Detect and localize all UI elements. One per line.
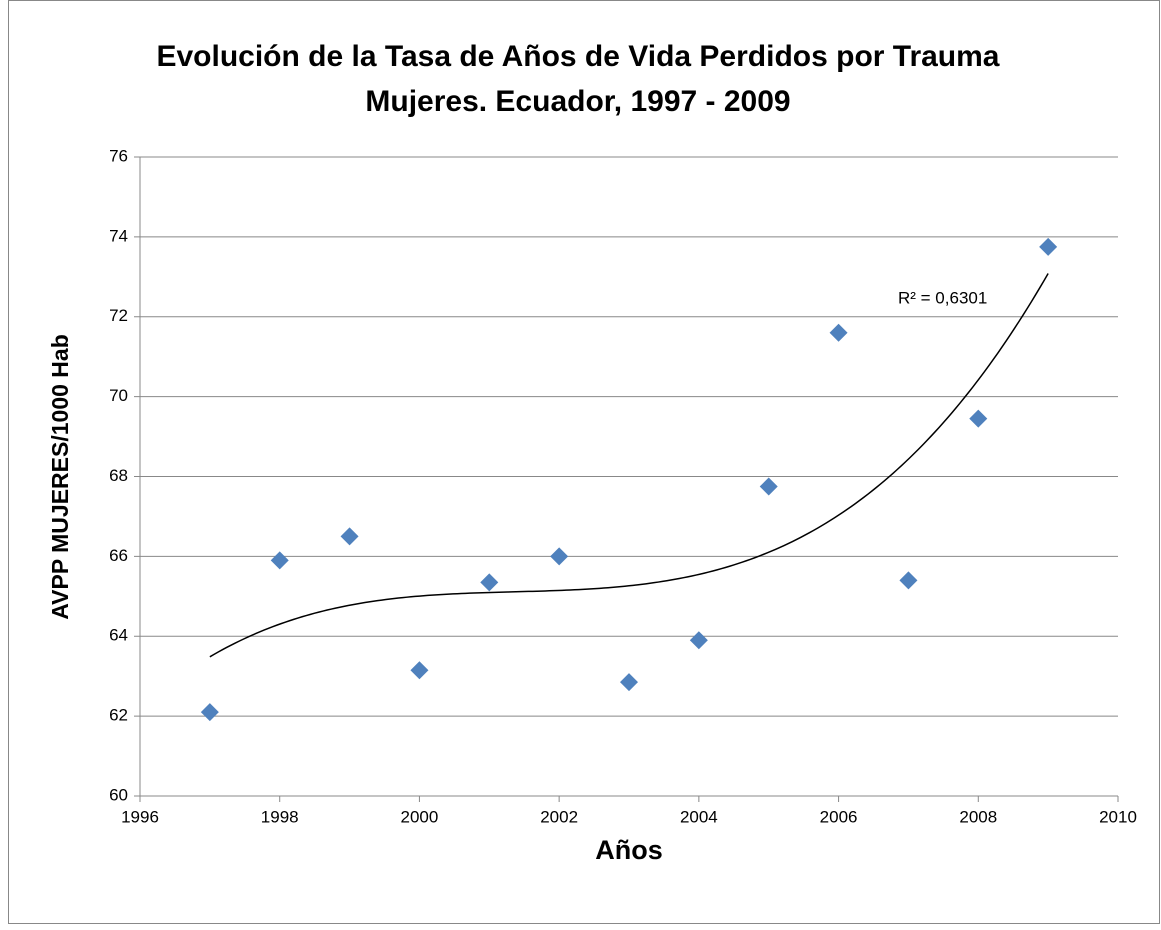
chart-title: Mujeres. Ecuador, 1997 - 2009	[365, 85, 790, 118]
point	[1039, 237, 1058, 256]
point	[759, 477, 778, 496]
point	[480, 573, 499, 592]
y-tick-label: 60	[109, 785, 128, 804]
y-tick-label: 64	[109, 626, 128, 645]
y-tick-label: 76	[109, 146, 128, 165]
point	[410, 661, 429, 680]
x-tick-label: 2010	[1099, 807, 1137, 826]
point	[270, 551, 289, 570]
y-tick-label: 74	[109, 226, 128, 245]
point	[899, 571, 918, 590]
y-tick-label: 72	[109, 306, 128, 325]
trendline	[209, 273, 1049, 658]
point	[200, 703, 219, 722]
x-axis-title: Años	[595, 835, 663, 865]
point	[340, 527, 359, 546]
x-tick-label: 2006	[820, 807, 858, 826]
chart-frame	[8, 0, 1160, 924]
point	[689, 631, 708, 650]
y-tick-label: 68	[109, 466, 128, 485]
y-tick-label: 66	[109, 546, 128, 565]
x-tick-label: 2008	[959, 807, 997, 826]
point	[969, 409, 988, 428]
point	[829, 323, 848, 342]
y-tick-label: 70	[109, 386, 128, 405]
r-squared-label: R² = 0,6301	[898, 288, 987, 307]
y-tick-label: 62	[109, 706, 128, 725]
point	[620, 673, 638, 692]
y-axis-title: AVPP MUJERES/1000 Hab	[47, 334, 73, 620]
x-tick-label: 2002	[540, 807, 578, 826]
x-tick-label: 2000	[401, 807, 439, 826]
chart-title: Evolución de la Tasa de Años de Vida Per…	[156, 40, 999, 73]
point	[550, 547, 569, 566]
x-tick-label: 1998	[261, 807, 299, 826]
x-tick-label: 2004	[680, 807, 718, 826]
x-tick-label: 1996	[121, 807, 159, 826]
